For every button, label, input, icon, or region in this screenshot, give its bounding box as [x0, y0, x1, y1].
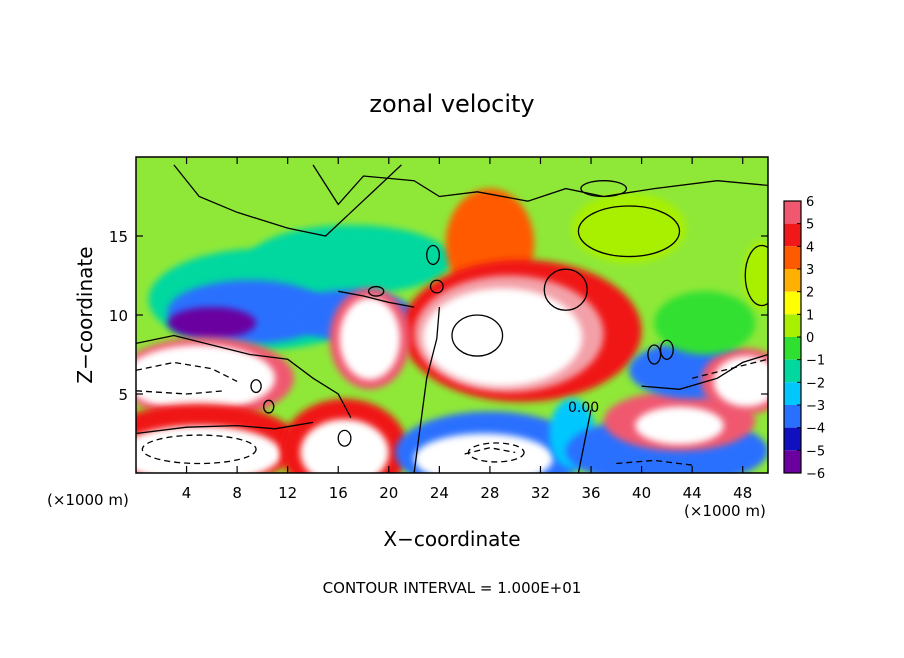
y-tick-label-15: 15 [109, 228, 128, 246]
x-tick-label-48: 48 [733, 484, 752, 502]
heatmap-region-1 [249, 224, 452, 295]
contour-line-3 [577, 409, 592, 473]
contour-line-12 [616, 459, 693, 466]
colorbar-swatch-11 [784, 450, 801, 473]
x-tick-label-16: 16 [329, 484, 348, 502]
y-tick-label-5: 5 [118, 386, 128, 404]
contour-line-6 [312, 164, 768, 206]
colorbar-swatch-8 [784, 382, 801, 405]
colorbar-label-11: −5 [806, 444, 825, 459]
x-axis-unit-right: (×1000 m) [684, 502, 766, 520]
closed-contour-13 [141, 434, 257, 465]
colorbar-swatch-10 [784, 427, 801, 451]
contour-line-9 [136, 390, 225, 395]
colorbar: 6 5 4 3 2 1 0 −1 −2 −3 −4 −5 −6 [783, 195, 825, 482]
contour-line-7 [173, 164, 402, 237]
heatmap-region-12 [136, 345, 276, 412]
colorbar-label-4: 2 [806, 286, 814, 301]
colorbar-label-12: −6 [806, 467, 825, 482]
colorbar-label-2: 4 [806, 240, 814, 255]
contour-label: 0.00 [568, 400, 599, 416]
heatmap-regions [136, 188, 768, 473]
x-tick-label-12: 12 [278, 484, 297, 502]
colorbar-label-6: 0 [806, 331, 814, 346]
closed-contour-14 [467, 442, 525, 463]
y-axis-label: Z−coordinate [73, 246, 97, 383]
heatmap-region-25 [713, 356, 768, 407]
x-axis-unit-left: (×1000 m) [47, 491, 129, 509]
closed-contour-9 [426, 244, 441, 266]
x-tick-label-24: 24 [430, 484, 449, 502]
contour-line-4 [641, 353, 768, 390]
x-tick-label-40: 40 [632, 484, 651, 502]
colorbar-label-10: −4 [806, 422, 825, 437]
heatmap-region-16 [300, 419, 389, 473]
x-tick-label-20: 20 [379, 484, 398, 502]
chart-title: zonal velocity [369, 90, 534, 118]
x-tick-label-28: 28 [480, 484, 499, 502]
closed-contour-8 [263, 399, 275, 414]
colorbar-swatch-6 [784, 337, 801, 360]
heatmap-region-26 [572, 193, 686, 263]
closed-contour-0 [577, 205, 681, 258]
x-axis-label: X−coordinate [383, 527, 520, 551]
colorbar-label-9: −3 [806, 399, 825, 414]
contour-line-8 [136, 361, 238, 382]
heatmap-region-10 [339, 297, 401, 380]
heatmap-region-14 [136, 425, 282, 473]
x-axis-ticks: 4 8 12 16 20 24 28 32 36 40 44 48 [182, 157, 752, 502]
closed-contour-6 [367, 285, 385, 297]
colorbar-swatch-2 [784, 246, 801, 269]
closed-contour-5 [337, 429, 352, 447]
closed-contour-10 [429, 279, 444, 294]
colorbar-swatch-0 [784, 201, 801, 224]
colorbar-label-7: −1 [806, 354, 825, 369]
closed-contour-4 [451, 314, 504, 357]
x-tick-label-4: 4 [182, 484, 192, 502]
colorbar-swatch-5 [784, 314, 801, 337]
colorbar-label-0: 6 [806, 195, 814, 210]
x-tick-label-8: 8 [232, 484, 242, 502]
closed-contour-2 [543, 268, 588, 311]
y-axis-ticks: 5 10 15 [109, 228, 768, 404]
colorbar-label-3: 3 [806, 263, 814, 278]
colorbar-swatch-4 [784, 291, 801, 315]
contour-line-1 [136, 334, 352, 419]
heatmap-region-18 [414, 433, 554, 473]
y-tick-label-10: 10 [109, 307, 128, 325]
colorbar-label-1: 5 [806, 218, 814, 233]
x-tick-label-32: 32 [531, 484, 550, 502]
heatmap-region-22 [635, 406, 724, 445]
contour-line-11 [464, 447, 516, 455]
colorbar-swatch-9 [784, 405, 801, 428]
contour-lines [136, 164, 768, 473]
closed-contour-7 [250, 379, 262, 394]
heatmap-region-27 [742, 240, 768, 311]
heatmap-region-3 [167, 307, 257, 339]
contour-line-2 [413, 307, 441, 473]
closed-contour-12 [659, 339, 674, 360]
contour-line-0 [136, 421, 314, 435]
closed-contour-3 [580, 180, 628, 198]
x-tick-label-44: 44 [683, 484, 702, 502]
heatmap-region-28 [654, 291, 756, 355]
colorbar-label-8: −2 [806, 376, 825, 391]
closed-contour-11 [647, 344, 662, 365]
closed-contour-1 [744, 244, 768, 307]
colorbar-label-5: 1 [806, 308, 814, 323]
colorbar-swatch-1 [784, 223, 801, 247]
x-tick-label-36: 36 [581, 484, 600, 502]
contour-line-10 [692, 358, 768, 379]
contour-interval-footer: CONTOUR INTERVAL = 1.000E+01 [323, 579, 582, 597]
colorbar-swatch-3 [784, 269, 801, 292]
colorbar-swatch-7 [784, 359, 801, 383]
contour-line-5 [338, 290, 415, 308]
